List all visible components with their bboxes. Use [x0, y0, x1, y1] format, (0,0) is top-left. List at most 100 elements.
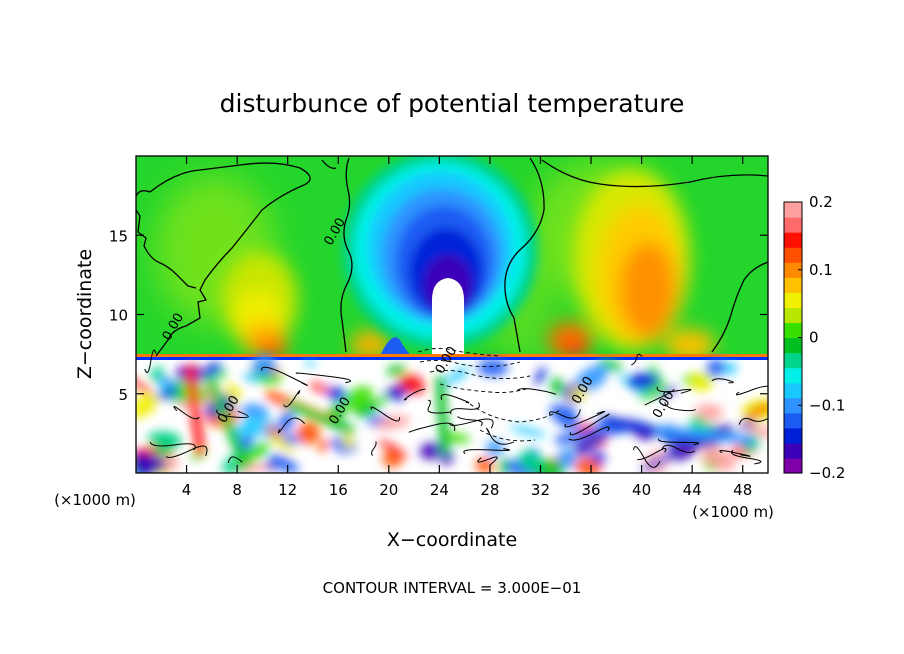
turbulence-blob	[296, 421, 320, 445]
colorbar-swatch	[784, 262, 802, 278]
contour-line	[735, 385, 768, 396]
contour-line	[370, 406, 401, 422]
x-tick-label: 36	[581, 481, 600, 499]
turbulence-blob	[326, 387, 347, 401]
colorbar-swatch	[784, 442, 802, 459]
turbulence-blob	[251, 354, 276, 377]
x-tick-label: 28	[480, 481, 499, 499]
colorbar-swatch	[784, 202, 802, 218]
turbulence-blob	[341, 435, 355, 449]
contour-interval-note: CONTOUR INTERVAL = 3.000E−01	[323, 579, 582, 597]
x-tick-label: 24	[430, 481, 449, 499]
turbulence-blob	[694, 404, 724, 421]
chart-title: disturbunce of potential temperature	[220, 89, 685, 118]
contour-line	[463, 448, 511, 455]
turbulence-streak	[185, 365, 205, 455]
turbulence-blob	[280, 411, 295, 431]
contour-line	[731, 449, 762, 465]
turbulence-blob	[657, 385, 678, 399]
colorbar-swatch	[784, 292, 802, 308]
turbulence-blob	[263, 462, 277, 471]
colorbar-swatch	[784, 232, 802, 248]
contour-line	[664, 402, 696, 412]
x-axis-label: X−coordinate	[387, 529, 517, 551]
colorbar-swatch	[784, 397, 802, 414]
y-axis: 5 10 15	[109, 227, 768, 404]
contour-line	[457, 416, 483, 427]
turbulence-blob	[532, 458, 565, 473]
contour-line	[477, 456, 498, 466]
colorbar-tick-label: −0.2	[809, 464, 845, 482]
turbulence-blob	[376, 395, 388, 406]
colorbar-swatch	[784, 322, 802, 339]
x-tick-label: 4	[182, 481, 192, 499]
y-tick-label: 15	[109, 227, 128, 245]
turbulence-blob	[399, 374, 426, 394]
turbulence-blob	[477, 359, 508, 377]
turbulence-blob	[701, 447, 736, 471]
contour-line	[216, 409, 249, 418]
turbulence-blob	[510, 425, 546, 438]
contour-line	[569, 413, 610, 436]
contour-line	[403, 388, 426, 401]
turbulence-blob	[269, 454, 299, 473]
turbulence-blob	[147, 431, 183, 449]
contour-line	[517, 388, 557, 395]
contour-line	[283, 390, 301, 408]
turbulence-blob	[745, 425, 768, 438]
colorbar-tick-label: 0.2	[809, 193, 833, 211]
y-axis-label: Z−coordinate	[74, 249, 96, 379]
colorbar-tick-label: 0.1	[809, 261, 833, 279]
turbulence-blob	[690, 372, 713, 392]
contour-line	[261, 366, 308, 386]
contour-line	[719, 450, 751, 457]
colorbar-swatch	[784, 217, 802, 233]
turbulence-blob	[534, 367, 547, 385]
turbulence-blob	[445, 366, 470, 384]
turbulence-streak	[285, 400, 355, 435]
x-tick-label: 12	[278, 481, 297, 499]
colorbar-tick-label: 0	[809, 329, 819, 347]
turbulence-streak	[435, 375, 450, 455]
turbulence-blob	[574, 457, 601, 473]
contour-line	[568, 426, 610, 441]
turbulence-blob	[627, 372, 659, 390]
turbulence-streak	[655, 425, 755, 445]
x-tick-label: 40	[632, 481, 651, 499]
turbulence-blob	[706, 359, 726, 378]
turbulence-blob	[745, 404, 768, 419]
turbulence-blob	[392, 390, 403, 403]
y-tick-label: 10	[109, 307, 128, 325]
turbulence-streak	[205, 375, 250, 470]
contour-line	[165, 445, 208, 458]
contour-line	[656, 386, 692, 394]
contour-line	[149, 441, 196, 451]
turbulence-blob	[281, 434, 300, 445]
turbulence-blob	[419, 442, 444, 460]
contour-line	[631, 353, 643, 366]
turbulence-blob	[136, 455, 156, 473]
colorbar-swatch	[784, 247, 802, 263]
turbulence-blob	[386, 365, 407, 377]
contour-line	[637, 448, 667, 461]
contour-line	[658, 438, 700, 446]
colorbar-swatch	[784, 307, 802, 324]
contour-line	[173, 406, 200, 420]
colorbar-swatch	[784, 337, 802, 354]
x-tick-label: 44	[683, 481, 702, 499]
turbulence-blob	[723, 362, 737, 375]
contour-line	[440, 393, 470, 404]
turbulence-blob	[570, 386, 588, 400]
contour-line	[549, 409, 581, 419]
contour-line	[486, 427, 514, 445]
turbulence-blob	[304, 360, 316, 367]
turbulence-blob	[639, 453, 675, 472]
contour-line	[633, 446, 661, 468]
contour-line	[227, 456, 243, 464]
colorbar: 0.2 0.1 0 −0.1 −0.2	[784, 193, 845, 482]
turbulence-blob	[136, 377, 153, 395]
turbulence-blob	[648, 365, 660, 376]
colorbar-swatch	[784, 367, 802, 384]
turbulence-blob	[216, 369, 227, 381]
turbulence-blob	[269, 434, 296, 453]
